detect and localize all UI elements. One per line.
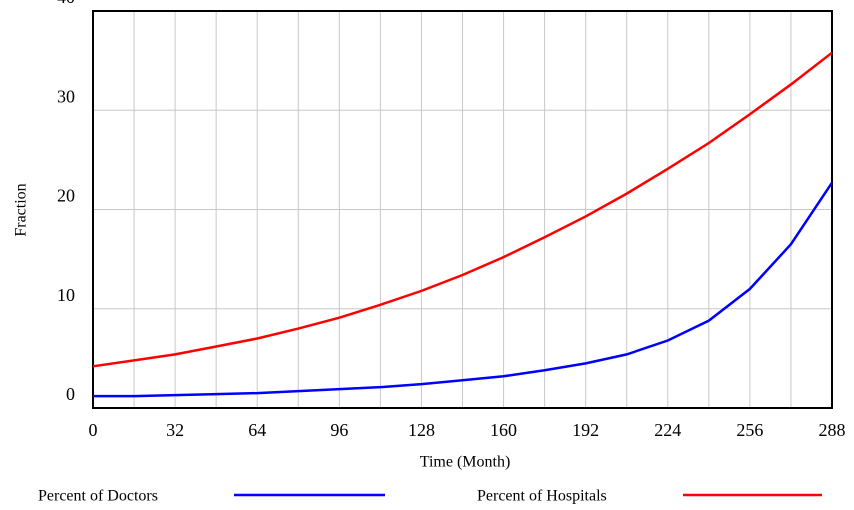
y-axis-label: Fraction (13, 183, 30, 236)
x-tick-label: 160 (490, 420, 517, 440)
x-tick-label: 64 (248, 420, 266, 440)
x-tick-label: 256 (736, 420, 763, 440)
series-line (93, 182, 834, 398)
x-tick-label: 32 (166, 420, 184, 440)
x-axis-label: Time (Month) (420, 454, 511, 471)
plot-frame (92, 10, 833, 409)
x-tick-label: 224 (654, 420, 681, 440)
y-tick-label: 0 (66, 384, 75, 404)
series-line (92, 51, 833, 368)
x-tick-label: 96 (330, 420, 348, 440)
legend-label: Percent of Hospitals (477, 488, 607, 505)
y-tick-label: 40 (57, 0, 75, 7)
x-tick-label: 128 (408, 420, 435, 440)
x-tick-label: 288 (819, 420, 846, 440)
y-tick-label: 10 (57, 285, 75, 305)
y-tick-label: 20 (57, 186, 75, 206)
y-tick-label: 30 (57, 86, 75, 106)
legend-label: Percent of Doctors (38, 488, 158, 505)
x-tick-label: 0 (89, 420, 98, 440)
x-tick-label: 192 (572, 420, 599, 440)
